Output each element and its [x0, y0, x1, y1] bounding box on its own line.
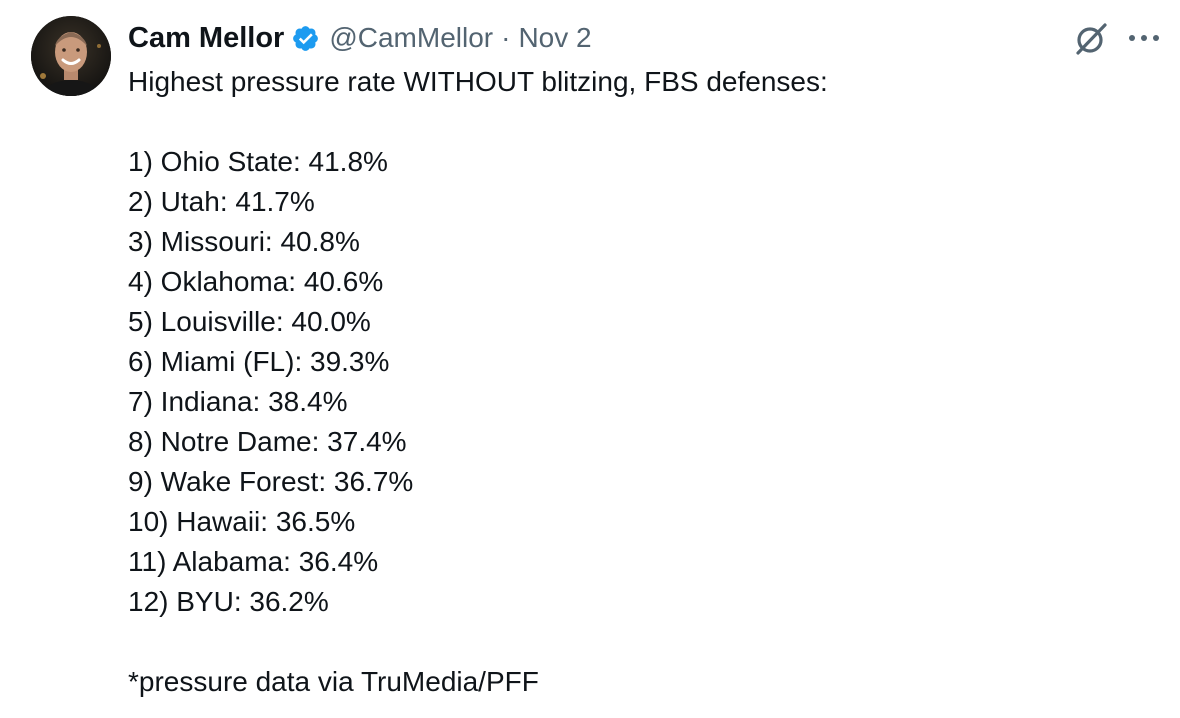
grok-icon[interactable]: [1072, 20, 1110, 58]
avatar[interactable]: [31, 16, 111, 96]
ranking-item: 7) Indiana: 38.4%: [128, 386, 348, 417]
ranking-item: 10) Hawaii: 36.5%: [128, 506, 356, 537]
ranking-item: 8) Notre Dame: 37.4%: [128, 426, 407, 457]
tweet-date[interactable]: Nov 2: [518, 22, 592, 53]
paragraph-gap: [128, 622, 1148, 662]
ranking-item: 12) BYU: 36.2%: [128, 586, 329, 617]
ranking-item: 3) Missouri: 40.8%: [128, 226, 360, 257]
tweet-footnote: *pressure data via TruMedia/PFF: [128, 666, 539, 697]
ranking-item: 4) Oklahoma: 40.6%: [128, 266, 384, 297]
ranking-item: 6) Miami (FL): 39.3%: [128, 346, 390, 377]
ranking-item: 5) Louisville: 40.0%: [128, 306, 371, 337]
ranking-item: 9) Wake Forest: 36.7%: [128, 466, 414, 497]
author-handle[interactable]: @CamMellor: [329, 22, 494, 53]
ranking-item: 1) Ohio State: 41.8%: [128, 146, 388, 177]
author-display-name[interactable]: Cam Mellor: [128, 21, 285, 54]
tweet-text: Highest pressure rate WITHOUT blitzing, …: [128, 62, 1148, 702]
more-options-icon[interactable]: [1124, 22, 1164, 54]
tweet-headline: Highest pressure rate WITHOUT blitzing, …: [128, 66, 828, 97]
paragraph-gap: [128, 102, 1148, 142]
verified-badge-icon[interactable]: [291, 24, 320, 53]
ranking-item: 2) Utah: 41.7%: [128, 186, 315, 217]
ranking-item: 11) Alabama: 36.4%: [128, 546, 379, 577]
tweet-header: Cam Mellor @CamMellor · Nov 2: [128, 18, 592, 58]
ranking-list: 1) Ohio State: 41.8% 2) Utah: 41.7% 3) M…: [128, 142, 1148, 622]
separator-dot: ·: [501, 22, 511, 53]
avatar-photo: [31, 16, 111, 96]
